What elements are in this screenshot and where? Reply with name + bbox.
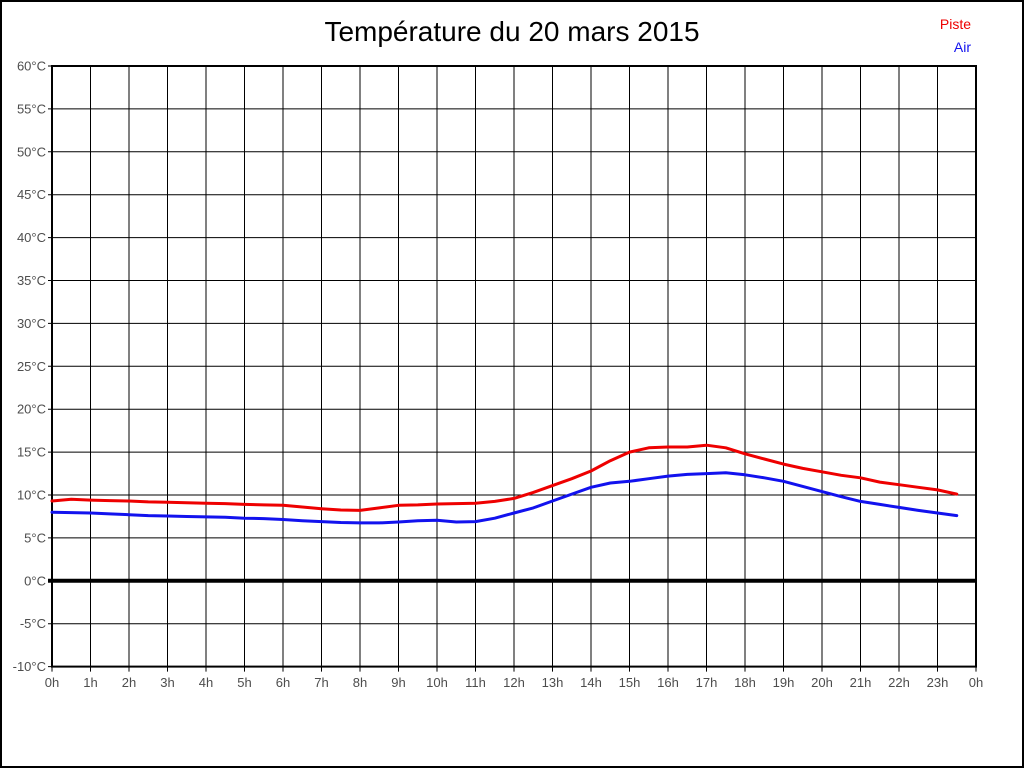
x-tick-label: 18h <box>734 675 756 690</box>
y-tick-label: 45°C <box>17 187 46 202</box>
x-tick-label: 8h <box>353 675 367 690</box>
x-tick-label: 19h <box>773 675 795 690</box>
y-tick-label: 30°C <box>17 316 46 331</box>
x-tick-label: 6h <box>276 675 290 690</box>
plot-border <box>51 65 977 668</box>
y-tick-label: 15°C <box>17 445 46 460</box>
x-tick-label: 16h <box>657 675 679 690</box>
x-tick-label: 5h <box>237 675 251 690</box>
x-tick-label: 11h <box>465 675 486 690</box>
y-tick-label: 55°C <box>17 101 46 116</box>
x-tick-label: 10h <box>426 675 448 690</box>
legend-item-air: Air <box>940 36 971 59</box>
y-tick-label: 40°C <box>17 230 46 245</box>
y-tick-label: 10°C <box>17 488 46 503</box>
air-line <box>50 471 959 525</box>
x-tick-label: 4h <box>199 675 213 690</box>
x-tick-label: 13h <box>542 675 564 690</box>
y-tick-label: -5°C <box>20 616 46 631</box>
y-tick-label: -10°C <box>13 659 46 674</box>
x-tick-label: 20h <box>811 675 833 690</box>
y-tick-label: 50°C <box>17 144 46 159</box>
legend-label-piste: Piste <box>939 16 971 32</box>
y-tick-label: 60°C <box>17 59 46 74</box>
x-tick-label: 14h <box>580 675 602 690</box>
x-tick-label: 1h <box>83 675 97 690</box>
legend-label-air: Air <box>953 39 971 55</box>
x-tick-label: 3h <box>160 675 174 690</box>
piste-line <box>50 443 959 512</box>
x-tick-label: 23h <box>927 675 949 690</box>
x-tick-label: 17h <box>696 675 718 690</box>
x-tick-label: 15h <box>619 675 641 690</box>
legend: Piste Air <box>940 13 971 59</box>
y-tick-label: 20°C <box>17 402 46 417</box>
chart-title: Température du 20 mars 2015 <box>324 16 700 47</box>
x-tick-label: 21h <box>850 675 872 690</box>
legend-item-piste: Piste <box>940 13 971 36</box>
y-tick-label: 25°C <box>17 359 46 374</box>
x-tick-label: 12h <box>503 675 525 690</box>
x-tick-label: 0h <box>45 675 59 690</box>
x-tick-label: 22h <box>888 675 910 690</box>
y-tick-label: 5°C <box>24 530 46 545</box>
y-tick-label: 35°C <box>17 273 46 288</box>
x-tick-label: 2h <box>122 675 136 690</box>
x-tick-label: 9h <box>391 675 405 690</box>
x-tick-label: 0h <box>969 675 983 690</box>
y-tick-label: 0°C <box>24 573 46 588</box>
x-tick-label: 7h <box>314 675 328 690</box>
